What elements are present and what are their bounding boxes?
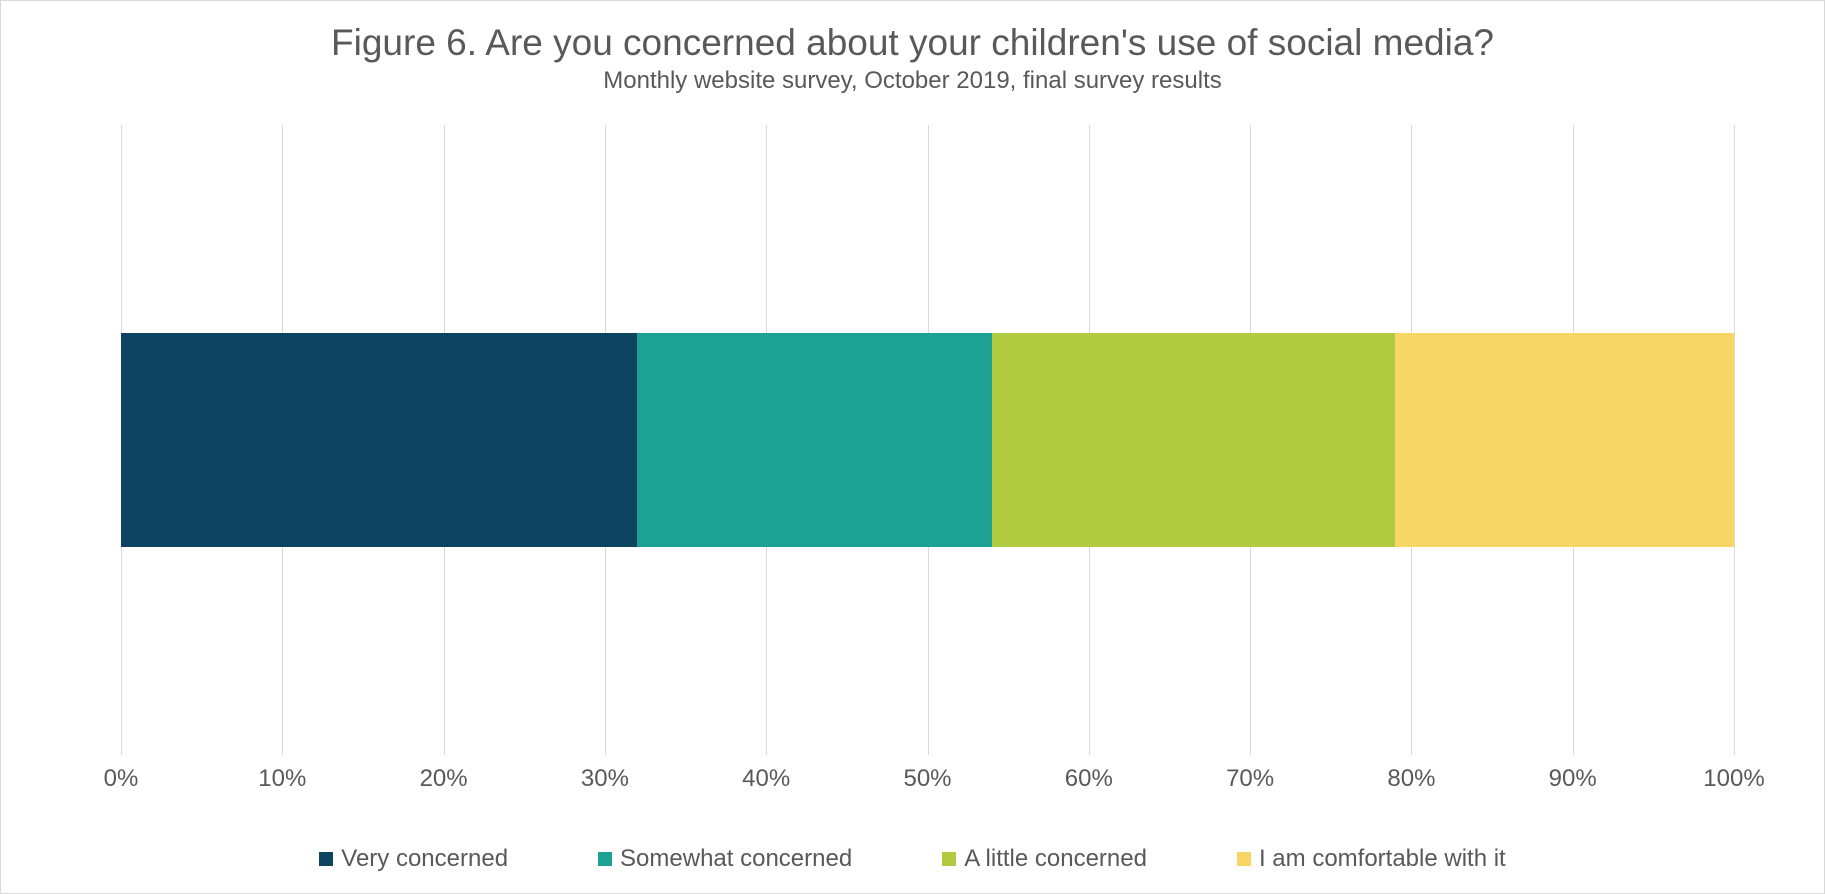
x-tick-label: 40% — [742, 765, 790, 793]
chart-title: Figure 6. Are you concerned about your c… — [213, 21, 1613, 65]
legend-swatch — [598, 852, 612, 866]
x-tick-label: 30% — [581, 765, 629, 793]
legend-swatch — [942, 852, 956, 866]
x-tick-label: 70% — [1226, 765, 1274, 793]
chart-subtitle: Monthly website survey, October 2019, fi… — [31, 67, 1794, 95]
chart-frame: Figure 6. Are you concerned about your c… — [0, 0, 1825, 894]
bar-segment — [1395, 333, 1734, 547]
legend-swatch — [319, 852, 333, 866]
gridline — [1734, 125, 1735, 755]
bar-row — [121, 333, 1734, 547]
x-tick-label: 50% — [903, 765, 951, 793]
x-tick-label: 0% — [104, 765, 139, 793]
x-tick-label: 90% — [1549, 765, 1597, 793]
legend-item: I am comfortable with it — [1237, 845, 1506, 873]
legend-label: Somewhat concerned — [620, 845, 852, 873]
plot-area — [121, 125, 1734, 755]
x-tick-label: 100% — [1703, 765, 1764, 793]
x-tick-label: 60% — [1065, 765, 1113, 793]
bar-segment — [121, 333, 637, 547]
bar-segment — [637, 333, 992, 547]
x-tick-label: 80% — [1387, 765, 1435, 793]
legend-label: Very concerned — [341, 845, 508, 873]
legend-swatch — [1237, 852, 1251, 866]
legend: Very concerned Somewhat concerned A little… — [31, 845, 1794, 873]
x-tick-label: 10% — [258, 765, 306, 793]
x-tick-label: 20% — [420, 765, 468, 793]
legend-item: Very concerned — [319, 845, 508, 873]
legend-label: I am comfortable with it — [1259, 845, 1506, 873]
title-block: Figure 6. Are you concerned about your c… — [31, 21, 1794, 95]
plot-wrap: 0% 10% 20% 30% 40% 50% 60% 70% 80% 90% 100% — [51, 125, 1774, 835]
x-axis: 0%10%20%30%40%50%60%70%80%90%100% — [121, 765, 1734, 805]
legend-label: A little concerned — [964, 845, 1147, 873]
legend-item: A little concerned — [942, 845, 1147, 873]
legend-item: Somewhat concerned — [598, 845, 852, 873]
bar-segment — [992, 333, 1395, 547]
